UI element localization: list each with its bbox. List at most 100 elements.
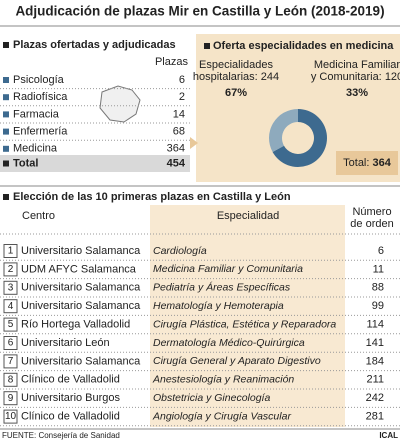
orden: 6	[378, 245, 384, 257]
rank-box	[3, 391, 18, 406]
row-label: Radiofísica	[13, 91, 68, 103]
orden: 184	[366, 355, 384, 367]
row-value: 6	[179, 74, 185, 86]
donut-segment	[272, 109, 327, 167]
segment-label-text: hospitalarias:	[193, 71, 258, 83]
total-label: Total:	[343, 157, 369, 169]
rank-box	[3, 244, 18, 258]
row-value: 2	[179, 91, 185, 103]
row-label: Medicina	[13, 143, 58, 155]
column-header: Especialidad	[217, 210, 279, 222]
especialidad: Cirugía General y Aparato Digestivo	[153, 355, 321, 367]
column-header: Número	[352, 206, 391, 218]
rank-box	[3, 336, 18, 350]
rank: 6	[8, 338, 14, 349]
rank: 3	[8, 282, 14, 293]
especialidad: Angiología y Cirugía Vascular	[152, 410, 291, 422]
centro: Universitario León	[21, 337, 110, 349]
rank: 7	[8, 356, 14, 367]
rank-box	[3, 299, 18, 314]
bullet	[3, 145, 9, 152]
bullet	[3, 128, 9, 135]
rank-box	[3, 317, 18, 332]
segment-label-text: Medicina Familiar	[314, 59, 400, 71]
rank: 8	[8, 374, 14, 385]
row-value: 14	[173, 108, 185, 120]
row-value: 68	[173, 126, 185, 138]
rank-box	[3, 262, 18, 277]
rank: 1	[8, 246, 14, 257]
rank-box	[3, 409, 18, 424]
segment-label: Medicina Familiar	[314, 59, 400, 71]
rank: 5	[8, 319, 14, 330]
centro: Río Hortega Valladolid	[21, 319, 130, 331]
rank: 10	[5, 411, 17, 422]
total-label: Total	[13, 157, 38, 169]
map-icon	[99, 85, 141, 123]
rank: 9	[8, 393, 14, 404]
especialidad: Cardiología	[153, 245, 207, 257]
centro: Clínico de Valladolid	[21, 374, 120, 386]
total-value: 454	[167, 157, 186, 169]
especialidad: Anestesiología y Reanimación	[152, 374, 294, 386]
row-value: 364	[167, 143, 185, 155]
section-heading: Plazas ofertadas y adjudicadas	[13, 39, 176, 51]
bullet	[3, 94, 9, 101]
segment-count: 120	[385, 71, 400, 83]
segment-percent: 33%	[346, 87, 368, 99]
brand: ICAL	[379, 431, 398, 440]
donut-segment	[269, 109, 298, 152]
especialidad: Medicina Familiar y Comunitaria	[153, 263, 303, 275]
segment-label: Especialidades	[199, 59, 273, 71]
column-bg	[150, 205, 345, 427]
source: FUENTE: Consejería de Sanidad	[2, 431, 120, 440]
bullet	[204, 43, 210, 49]
centro: Universitario Salamanca	[21, 245, 141, 257]
segment-label: y Comunitaria: 120	[311, 71, 400, 83]
centro: Universitario Salamanca	[21, 355, 141, 367]
especialidad: Obstetricia y Ginecología	[153, 392, 270, 404]
centro: Universitario Salamanca	[21, 300, 141, 312]
segment-label-text: Especialidades	[199, 59, 273, 71]
total-box	[336, 151, 398, 175]
rank: 4	[8, 301, 14, 312]
orden: 281	[366, 411, 384, 423]
centro: Universitario Salamanca	[21, 282, 141, 294]
bullet	[3, 77, 9, 83]
arrow	[190, 137, 198, 149]
segment-count: 244	[261, 71, 279, 83]
row-label: Psicología	[13, 74, 65, 86]
especialidad: Dermatología Médico-Quirúrgica	[153, 337, 305, 349]
rank-box	[3, 280, 18, 295]
title: Adjudicación de plazas Mir en Castilla y…	[15, 4, 384, 19]
especialidad: Pediatría y Áreas Específicas	[153, 281, 291, 294]
segment-label-text: y Comunitaria:	[311, 71, 382, 83]
centro: Universitario Burgos	[21, 392, 121, 404]
orden: 141	[366, 337, 384, 349]
section-heading: Elección de las 10 primeras plazas en Ca…	[13, 191, 291, 203]
especialidad: Hematología y Hemoterapia	[153, 300, 284, 312]
especialidad: Cirugía Plástica, Estética y Reparadora	[153, 318, 336, 330]
bullet	[3, 194, 9, 200]
row-label: Farmacia	[13, 108, 60, 120]
centro: UDM AFYC Salamanca	[21, 263, 137, 275]
bullet	[3, 160, 9, 167]
total: Total: 364	[343, 157, 392, 169]
rank: 2	[8, 264, 14, 275]
bullet	[3, 111, 9, 118]
centro: Clínico de Valladolid	[21, 411, 120, 423]
orden: 11	[373, 263, 384, 275]
column-header: de orden	[350, 218, 393, 230]
orden: 88	[372, 282, 384, 294]
total-bg	[0, 155, 190, 172]
orden: 211	[366, 374, 384, 386]
orden: 99	[372, 300, 384, 312]
orden: 242	[366, 392, 384, 404]
segment-label: hospitalarias: 244	[193, 71, 279, 83]
section-heading: Oferta especialidades en medicina	[213, 40, 394, 52]
orden: 114	[366, 319, 384, 331]
rank-box	[3, 354, 18, 369]
column-header: Plazas	[155, 56, 189, 68]
